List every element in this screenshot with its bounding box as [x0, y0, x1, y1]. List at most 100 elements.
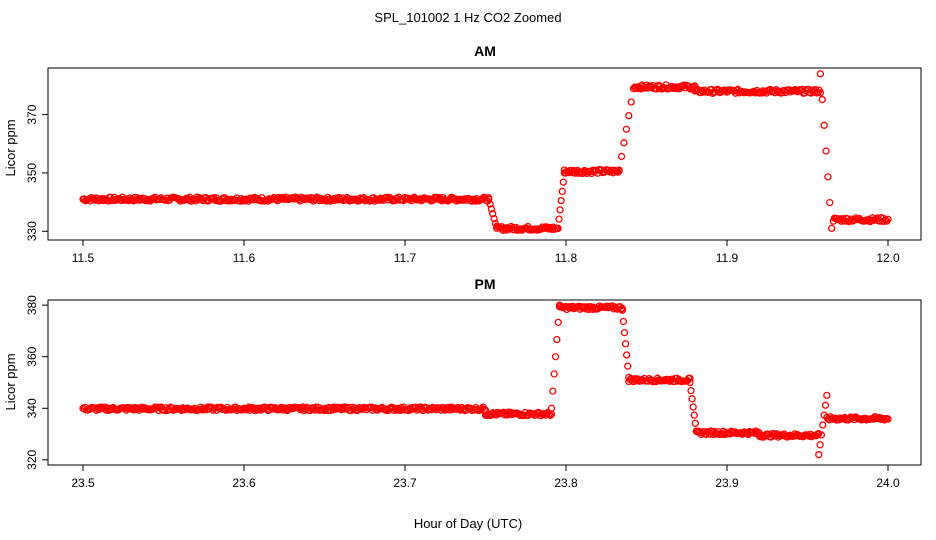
pm-data-point — [820, 411, 828, 419]
pm-data-point — [550, 370, 558, 378]
figure-title: SPL_101002 1 Hz CO2 Zoomed — [374, 10, 561, 25]
am-data-point — [556, 206, 564, 214]
am-data-point — [820, 121, 828, 129]
am-y-tick-label: 350 — [25, 163, 39, 183]
am-x-tick-label: 11.5 — [72, 251, 95, 265]
pm-data-point — [473, 405, 481, 414]
am-data-point — [557, 196, 565, 205]
pm-data-point — [686, 378, 694, 387]
x-axis-label: Hour of Day (UTC) — [414, 516, 522, 531]
pm-y-tick-label: 380 — [25, 295, 39, 315]
pm-data-point — [555, 301, 564, 309]
am-data-point — [880, 217, 889, 226]
am-data-point — [485, 195, 493, 203]
am-data-point — [489, 210, 497, 218]
pm-y-axis-label: Licor ppm — [3, 353, 18, 410]
am-data-point — [559, 178, 567, 186]
am-y-tick-label: 330 — [25, 221, 39, 241]
pm-data-point — [884, 415, 892, 423]
pm-x-tick-label: 23.9 — [715, 476, 739, 490]
am-data-point — [555, 215, 563, 223]
pm-x-tick-label: 23.6 — [232, 476, 256, 490]
am-data-point — [490, 214, 498, 223]
pm-y-tick-label: 320 — [25, 450, 39, 470]
pm-x-tick-label: 23.7 — [393, 476, 417, 490]
am-data-point — [487, 205, 496, 213]
am-data-point — [554, 224, 562, 232]
am-data-point — [824, 173, 832, 181]
pm-y-tick-label: 340 — [25, 398, 39, 418]
pm-data-point — [96, 403, 104, 411]
am-data-point — [615, 166, 623, 174]
am-data-point — [822, 147, 830, 155]
pm-data-point — [692, 427, 701, 436]
pm-data-point — [687, 387, 695, 395]
am-data-point — [622, 125, 631, 133]
pm-data-point — [554, 318, 562, 326]
am-data-point — [486, 200, 494, 208]
am-data-point — [816, 70, 825, 78]
pm-data-point — [690, 411, 698, 419]
pm-data-point — [620, 329, 629, 337]
pm-data-point — [123, 403, 132, 412]
am-x-tick-label: 11.9 — [716, 251, 739, 265]
pm-data-point — [625, 373, 633, 381]
am-data-point — [816, 89, 825, 97]
am-data-point — [493, 224, 501, 232]
am-plot-frame — [47, 67, 922, 241]
pm-data-point — [688, 395, 696, 403]
pm-x-tick-label: 23.8 — [554, 476, 578, 490]
am-data-point — [818, 95, 826, 104]
am-data-point — [558, 187, 566, 196]
pm-data-point — [624, 362, 632, 370]
pm-y-tick-label: 360 — [25, 346, 39, 366]
pm-data-point — [619, 317, 628, 326]
pm-data-point — [821, 401, 830, 409]
am-y-tick-label: 370 — [25, 104, 39, 124]
pm-data-point — [618, 306, 626, 314]
pm-data-point — [621, 340, 630, 348]
am-data-point — [627, 98, 635, 106]
am-x-tick-label: 11.6 — [233, 251, 256, 265]
pm-data-point — [816, 441, 824, 449]
am-y-axis-label: Licor ppm — [3, 119, 18, 176]
pm-data-point — [549, 387, 557, 395]
pm-panel-title: PM — [475, 276, 496, 292]
pm-data-point — [823, 391, 831, 400]
pm-data-point — [691, 419, 699, 427]
pm-data-point — [546, 411, 554, 420]
pm-data-point — [686, 374, 694, 382]
pm-data-points — [79, 301, 892, 459]
am-data-point — [560, 169, 569, 177]
am-data-point — [491, 219, 500, 228]
pm-data-point — [819, 421, 827, 429]
pm-data-point — [553, 335, 561, 344]
am-data-point — [884, 215, 892, 223]
pm-data-point — [815, 451, 823, 459]
pm-x-tick-label: 24.0 — [876, 476, 900, 490]
pm-data-point — [817, 431, 826, 439]
am-axis-ticks: 11.5 11.6 11.7 11.8 11.9 12.0 330 350 370 — [25, 104, 900, 265]
am-panel-title: AM — [474, 43, 496, 59]
pm-data-point — [879, 414, 887, 423]
am-data-point — [625, 111, 633, 120]
pm-x-tick-label: 23.5 — [71, 476, 95, 490]
am-data-point — [617, 152, 626, 161]
am-data-point — [629, 84, 638, 93]
am-data-point — [532, 226, 541, 234]
pm-panel: PM Licor ppm 23.5 23.6 23.7 23.8 23.9 24.0 320… — [3, 276, 922, 490]
am-data-points — [79, 70, 892, 234]
pm-data-point — [547, 404, 556, 412]
pm-data-point — [689, 403, 697, 411]
am-x-tick-label: 12.0 — [876, 251, 900, 265]
am-data-point — [828, 224, 836, 232]
am-data-point — [620, 139, 628, 147]
am-panel: AM Licor ppm 11.5 11.6 11.7 11.8 11.9 12.0 330… — [3, 43, 922, 265]
pm-data-point — [551, 353, 560, 361]
pm-data-point — [622, 351, 631, 359]
am-x-tick-label: 11.8 — [555, 251, 578, 265]
pm-axis-ticks: 23.5 23.6 23.7 23.8 23.9 24.0 320 340 360 380 — [25, 295, 900, 490]
am-x-tick-label: 11.7 — [394, 251, 417, 265]
